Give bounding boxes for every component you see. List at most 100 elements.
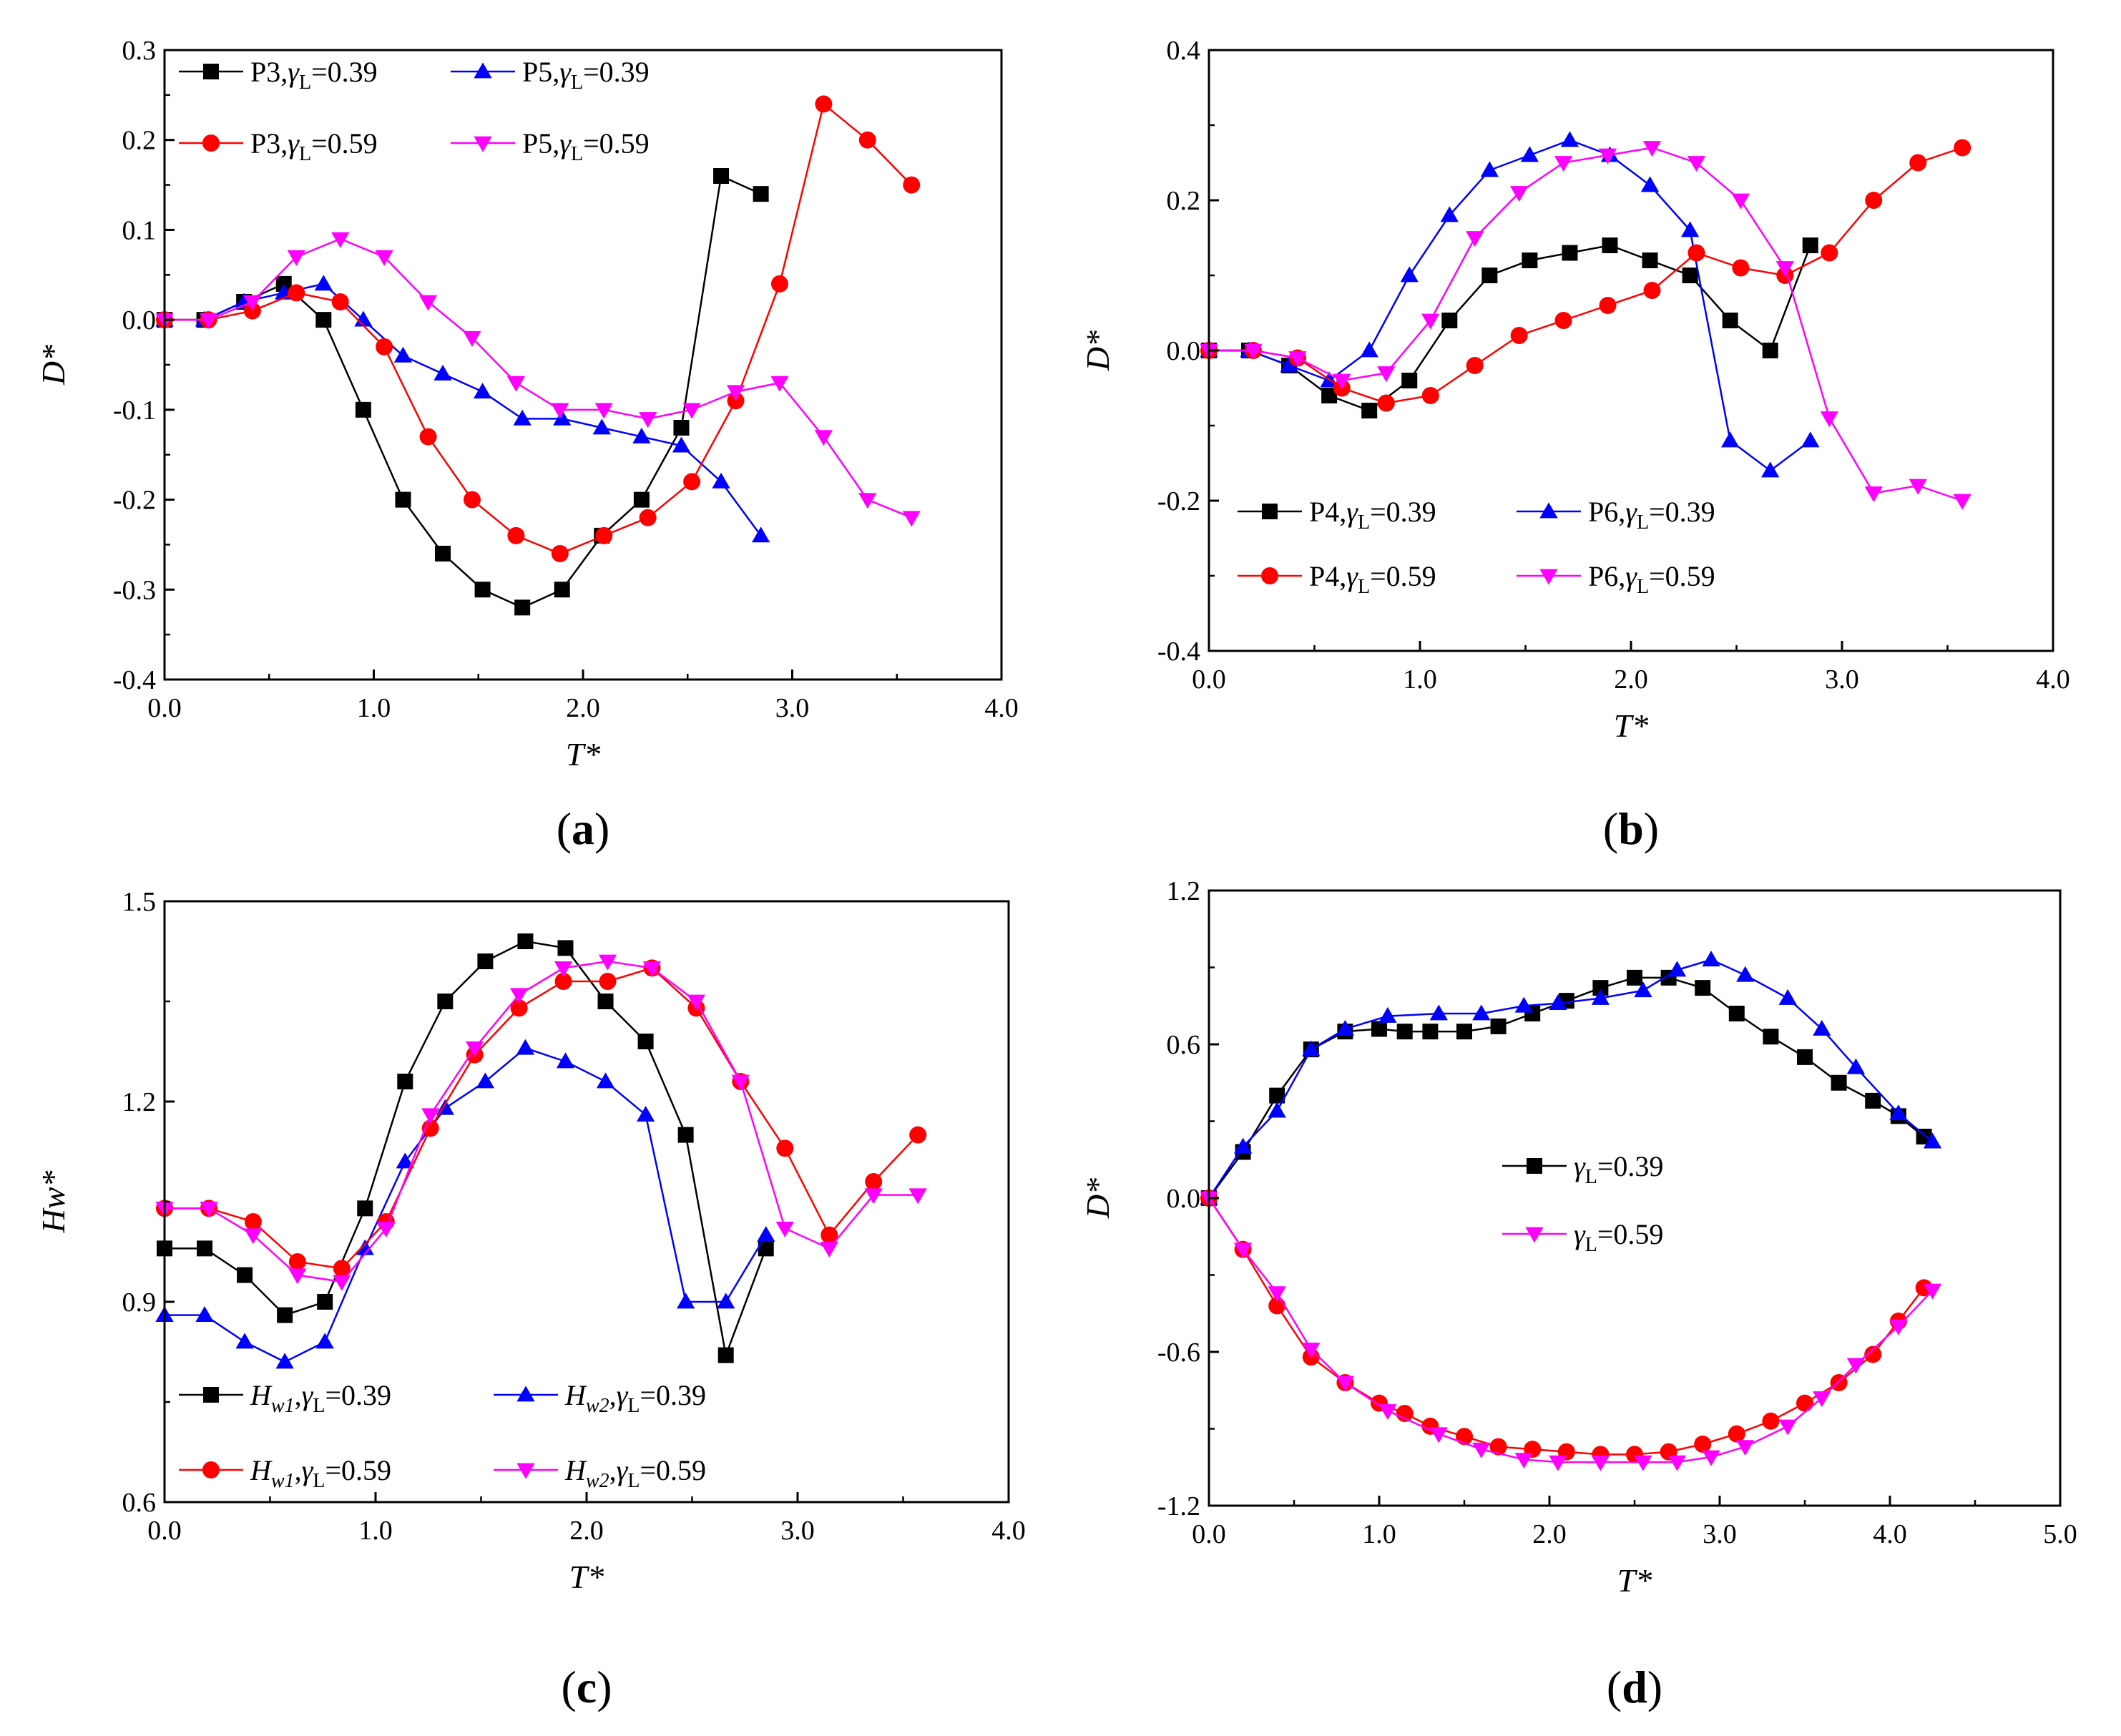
panel-c-series-1-point bbox=[636, 1106, 655, 1122]
panel-b-series-1-point bbox=[1520, 146, 1539, 162]
panel-d-series-3-point bbox=[1268, 1286, 1286, 1303]
panel-c-series-0-point bbox=[717, 1347, 734, 1363]
panel-d-ticks: 0.0 1.0 2.0 3.0 4.0 5.0 -1.2 -0.6 0.0 0.6 1.2 bbox=[1157, 876, 2077, 1549]
panel-c-series-0-line bbox=[165, 940, 767, 1359]
panel-d-series-1-point bbox=[1667, 961, 1687, 977]
panel-d-legend-label: γL=0.39 bbox=[1574, 1150, 1663, 1188]
panel-c-series-1-point bbox=[356, 1239, 374, 1255]
panel-c-y-tick-label: 1.5 bbox=[122, 887, 157, 917]
panel-a-x-tick-label: 2.0 bbox=[566, 693, 600, 723]
panel-b-y-tick-label: 0.4 bbox=[1167, 36, 1201, 66]
panel-d-series-0-point bbox=[1490, 1018, 1507, 1034]
panel-a-ticks: 0.0 1.0 2.0 3.0 4.0 -0.4 -0.3 -0.2 -0.1 0.0 0.1 0.2… bbox=[113, 36, 1019, 723]
panel-c-series-1-point bbox=[677, 1293, 695, 1309]
panel-d-series-0-point bbox=[1269, 1087, 1285, 1104]
panel-d-series-1-point bbox=[1634, 981, 1652, 998]
panel-d-x-tick-label: 1.0 bbox=[1362, 1519, 1396, 1549]
panel-b-series-3-point bbox=[1244, 343, 1263, 360]
panel-d-series-1-point bbox=[1778, 989, 1797, 1005]
panel-b-y-tick-label: 0.2 bbox=[1167, 186, 1201, 216]
panel-c-series-3-point bbox=[820, 1241, 838, 1257]
panel-d-label: (d) bbox=[1607, 1662, 1662, 1712]
panel-c-series-0-point bbox=[637, 1034, 654, 1049]
panel-b-series-0-point bbox=[1401, 373, 1418, 388]
panel-b-series-3-point bbox=[1421, 313, 1440, 330]
panel-c-series bbox=[155, 933, 927, 1369]
panel-a-series-2-point bbox=[639, 509, 657, 526]
panel-c-y-tick-label: 1.2 bbox=[122, 1087, 157, 1117]
panel-a-series-2-point bbox=[770, 275, 788, 293]
panel-b-series-3-point bbox=[1333, 373, 1351, 390]
panel-c-ticks: 0.0 1.0 2.0 3.0 4.0 0.6 0.9 1.2 1.5 bbox=[122, 887, 1026, 1546]
panel-d-series-1-point bbox=[1233, 1137, 1253, 1154]
panel-a-series-2-point bbox=[463, 491, 481, 509]
panel-a-x-tick-label: 4.0 bbox=[984, 693, 1019, 723]
panel-a-legend-label: P3,γL=0.39 bbox=[250, 56, 378, 94]
panel-b-legend-swatch-marker bbox=[1539, 569, 1558, 585]
panel-c-series-2-point bbox=[776, 1139, 794, 1157]
panel-b-series-3-point bbox=[1642, 141, 1662, 157]
panel-b-series-1-point bbox=[1360, 341, 1378, 358]
panel-b-series-1-point bbox=[1400, 266, 1419, 283]
panel-c-series-1-point bbox=[516, 1039, 535, 1055]
panel-c-series-2-point bbox=[865, 1173, 883, 1190]
panel-a-legend-swatch-marker bbox=[203, 64, 219, 79]
panel-b-series-2-point bbox=[1466, 357, 1484, 374]
panel-c-series-1-point bbox=[315, 1333, 334, 1349]
panel-c-series-0-point bbox=[237, 1267, 253, 1283]
panel-c-legend-label: Hw2,γL=0.39 bbox=[564, 1379, 706, 1417]
panel-c-legend-label: Hw1,γL=0.39 bbox=[250, 1379, 391, 1417]
panel-d-series-0-point bbox=[1797, 1049, 1813, 1065]
panel-c-series-3-point bbox=[864, 1188, 883, 1205]
panel-b-x-axis-title: T* bbox=[1614, 707, 1649, 744]
panel-b-series-2-point bbox=[1732, 259, 1750, 277]
panel-c-series-0-point bbox=[517, 933, 534, 949]
panel-b-x-tick-label: 4.0 bbox=[2036, 665, 2070, 695]
panel-d-series-0-point bbox=[1456, 1024, 1472, 1040]
panel-c-series-3-point bbox=[908, 1188, 927, 1205]
panel-d-series-2-point bbox=[1796, 1394, 1813, 1412]
panel-a-y-tick-label: 0.3 bbox=[122, 36, 157, 66]
panel-c-x-tick-label: 3.0 bbox=[780, 1516, 815, 1546]
panel-b-series-1-point bbox=[1440, 206, 1459, 222]
panel-b-series-0-line bbox=[1209, 244, 1811, 412]
panel-b-series-0-point bbox=[1682, 268, 1698, 283]
panel-a-series-3-point bbox=[551, 403, 569, 419]
panel-c-series-3-point bbox=[554, 961, 573, 977]
panel-d-series-1-point bbox=[1302, 1040, 1321, 1056]
panel-c-series-3-point bbox=[509, 988, 529, 1004]
panel-d-series-3-point bbox=[1813, 1391, 1831, 1408]
panel-b-series-1-point bbox=[1480, 161, 1499, 177]
panel-b-series-0-point bbox=[1441, 313, 1458, 328]
panel-c-label-letter: c bbox=[577, 1662, 597, 1712]
panel-d-series-0-point bbox=[1371, 1021, 1387, 1037]
panel-c-series-3-point bbox=[687, 994, 706, 1011]
panel-a-series-2-point bbox=[376, 338, 393, 355]
panel-c-series-0-point bbox=[397, 1074, 413, 1089]
panel-b-series-2-line bbox=[1209, 147, 1963, 404]
panel-a-series-0-point bbox=[435, 546, 451, 561]
panel-a-series-1-point bbox=[751, 526, 770, 543]
panel-d-series-2-point bbox=[1694, 1436, 1712, 1453]
panel-d-series-0-point bbox=[1695, 980, 1711, 996]
panel-d-series-1-point bbox=[1378, 1006, 1397, 1023]
panel-b-series-2-point bbox=[1377, 394, 1395, 412]
panel-d-series-1-point bbox=[1923, 1132, 1942, 1149]
panel-d-y-tick-label: -1.2 bbox=[1157, 1491, 1200, 1521]
panel-a-legend-label: P5,γL=0.59 bbox=[522, 127, 650, 165]
panel-c-series-3-point bbox=[598, 954, 617, 971]
panel-b-series-0-point bbox=[1722, 313, 1738, 328]
panel-b-series-2-point bbox=[1554, 312, 1572, 329]
panel-a-series-2-point bbox=[903, 176, 921, 194]
panel-a-series-3-point bbox=[375, 250, 393, 266]
panel-a-series-3-point bbox=[639, 412, 657, 428]
panel-b-series-1-point bbox=[1801, 431, 1820, 448]
panel-c-series-1-point bbox=[717, 1293, 735, 1309]
panel-a-series-3-point bbox=[418, 295, 438, 311]
panel-a: 0.0 1.0 2.0 3.0 4.0 -0.4 -0.3 -0.2 -0.1 0.0 0.1 0.2… bbox=[35, 36, 1019, 854]
panel-d-series-3-point bbox=[1736, 1440, 1755, 1456]
panel-d-series-0-point bbox=[1627, 969, 1642, 986]
panel-d-series-1-point bbox=[1268, 1102, 1286, 1118]
panel-a-series-0-point bbox=[315, 312, 332, 328]
